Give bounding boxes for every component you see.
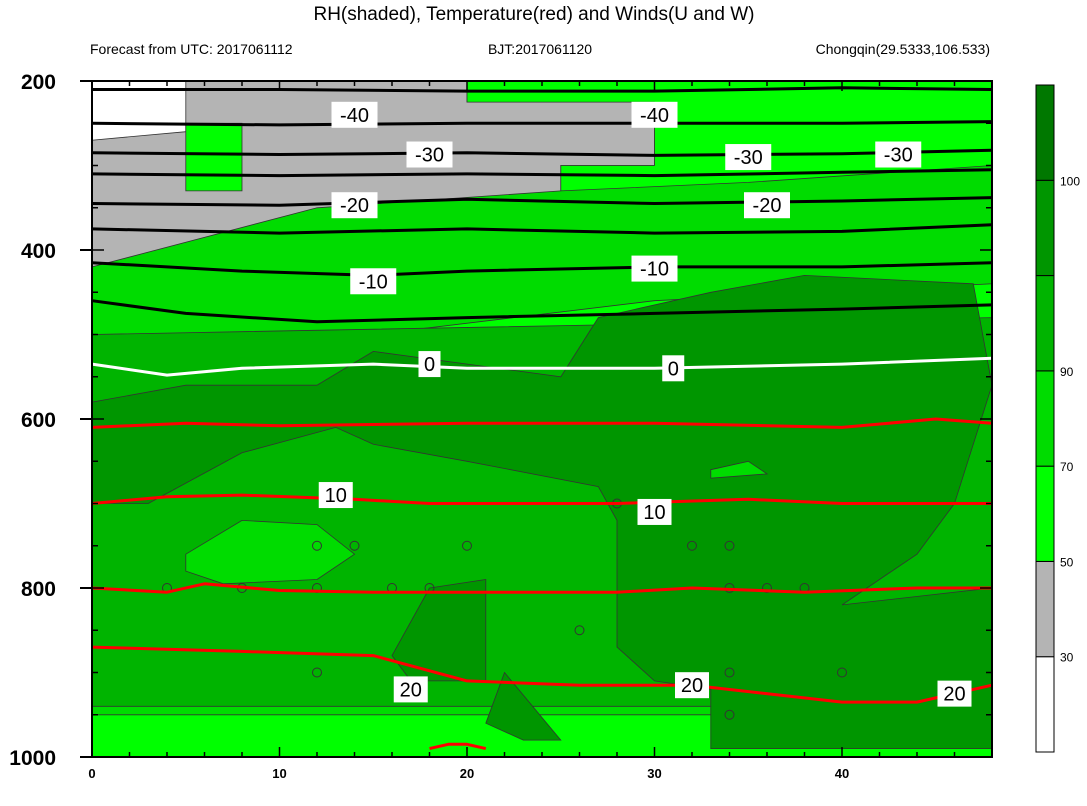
- contour-label-box-5: [331, 192, 378, 219]
- colorbar-label-100: 100: [1060, 174, 1080, 188]
- subtitle-station: Chongqin(29.5333,106.533): [816, 41, 990, 57]
- contour-label-box-15: [937, 680, 972, 707]
- rh-shading: [91, 80, 993, 758]
- subtitle-bjt: BJT:2017061120: [488, 41, 592, 57]
- colorbar-cell-2: [1035, 465, 1055, 562]
- colorbar-cell-3: [1035, 370, 1055, 467]
- contour-label-box-4: [875, 141, 922, 168]
- contour-label-7: -10: [359, 271, 388, 293]
- contour-label-15: 20: [943, 684, 965, 706]
- contour-label-box-1: [631, 101, 678, 128]
- chart-title: RH(shaded), Temperature(red) and Winds(U…: [313, 4, 754, 25]
- contour-label-13: 20: [400, 679, 422, 701]
- contour-label-box-14: [675, 672, 709, 699]
- y-tick-label-800: 800: [21, 578, 56, 601]
- contour-label-9: 0: [424, 354, 435, 376]
- calm-marker-11: [762, 583, 772, 593]
- contour-label-11: 10: [325, 485, 347, 507]
- rh-region-11: [185, 519, 356, 585]
- temperature-contour-12: [91, 645, 993, 704]
- colorbar-cell-1: [1035, 560, 1055, 658]
- temperature-contour-5: [91, 223, 993, 235]
- x-tick-label-40: 40: [835, 766, 849, 781]
- temperature-contour-6: [91, 261, 993, 277]
- contour-label-3: -30: [734, 147, 763, 169]
- x-tick-label-10: 10: [272, 766, 286, 781]
- subtitle-forecast: Forecast from UTC: 2017061112: [90, 41, 293, 57]
- calm-marker-16: [724, 709, 735, 720]
- rh-region-12: [710, 460, 769, 479]
- calm-marker-13: [312, 667, 322, 678]
- temperature-contour-13: [429, 742, 487, 751]
- rh-region-9: [391, 579, 487, 682]
- colorbar-label-90: 90: [1060, 365, 1074, 379]
- calm-marker-7: [462, 540, 472, 551]
- colorbar-cell-6: [1035, 84, 1055, 181]
- y-tick-label-400: 400: [21, 240, 56, 263]
- colorbar-label-70: 70: [1060, 460, 1074, 474]
- temperature-contour-11: [91, 582, 992, 594]
- contour-label-box-0: [331, 101, 378, 128]
- calm-marker-14: [574, 625, 585, 636]
- temperature-contour-4: [91, 196, 993, 207]
- contour-label-box-7: [350, 268, 397, 295]
- rh-region-10: [485, 671, 562, 741]
- contour-labels: -40 -40 -30 -30 -30 -20 -20 -10 -10 0 0 10 10 20 20 20: [318, 101, 972, 707]
- calm-marker-9: [724, 540, 735, 551]
- contour-label-box-13: [393, 676, 428, 703]
- temperature-contour-7: [91, 299, 993, 324]
- contour-label-box-11: [318, 482, 353, 509]
- x-tick-label-30: 30: [647, 766, 661, 781]
- contour-label-14: 20: [681, 675, 703, 697]
- calm-marker-17: [837, 667, 847, 678]
- contour-label-box-2: [406, 141, 453, 168]
- contour-label-box-3: [725, 144, 772, 171]
- colorbar-cell-4: [1035, 275, 1055, 372]
- contour-label-8: -10: [640, 259, 669, 281]
- contour-label-1: -40: [640, 105, 669, 127]
- calm-marker-8: [687, 540, 697, 551]
- contour-label-2: -30: [415, 145, 444, 167]
- temperature-contour-3: [91, 168, 993, 178]
- colorbar-label-50: 50: [1060, 555, 1074, 569]
- colorbar-cell-0: [1035, 656, 1055, 753]
- colorbar: 30 50 70 90 100: [1035, 84, 1080, 753]
- contour-label-box-6: [744, 192, 790, 219]
- temperature-contours: [91, 86, 993, 751]
- temperature-contour-10: [91, 493, 992, 505]
- temperature-contour-0: [92, 86, 993, 93]
- contour-label-12: 10: [643, 502, 665, 524]
- temperature-contour-1: [91, 120, 993, 127]
- colorbar-label-30: 30: [1060, 651, 1074, 665]
- calm-marker-6: [349, 540, 360, 551]
- colorbar-cell-5: [1035, 179, 1055, 277]
- contour-label-box-12: [637, 498, 672, 525]
- calm-marker-5: [312, 540, 322, 551]
- calm-marker-15: [724, 667, 735, 678]
- x-tick-label-20: 20: [460, 766, 474, 781]
- contour-label-box-9: [418, 351, 441, 378]
- contour-label-10: 0: [668, 358, 679, 380]
- temperature-contour-9: [91, 417, 993, 429]
- contour-label-0: -40: [340, 105, 369, 127]
- y-tick-label-200: 200: [21, 71, 56, 94]
- contour-label-5: -20: [340, 195, 369, 217]
- y-tick-label-600: 600: [21, 409, 56, 432]
- contour-label-6: -20: [753, 195, 782, 217]
- contour-label-4: -30: [884, 145, 913, 167]
- x-tick-label-0: 0: [88, 766, 95, 781]
- y-tick-label-1000: 1000: [9, 747, 56, 770]
- contour-label-box-8: [631, 255, 678, 282]
- contour-label-box-10: [662, 355, 685, 382]
- temperature-contour-2: [91, 148, 993, 157]
- rh-region-4: [185, 122, 243, 192]
